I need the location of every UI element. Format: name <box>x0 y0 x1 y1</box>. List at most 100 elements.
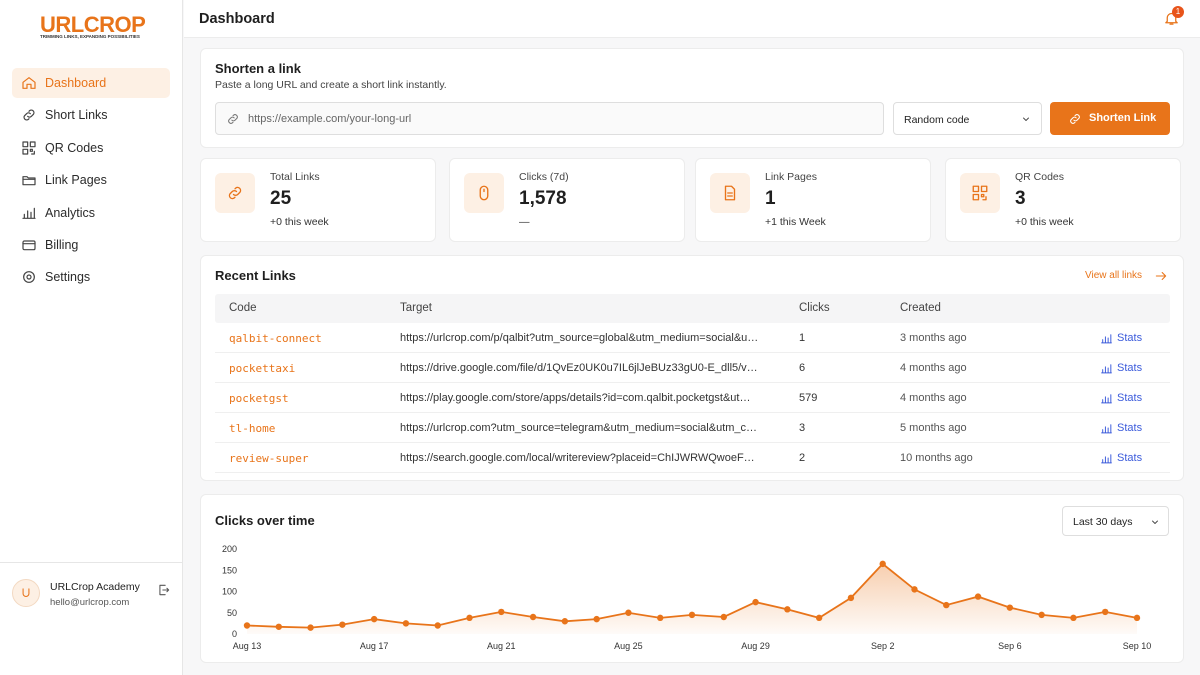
cell: https://drive.google.com/file/d/1QvEz0UK… <box>400 362 758 374</box>
column-header: Code <box>229 302 257 314</box>
cell: 3 <box>799 422 806 434</box>
nav-label: Dashboard <box>45 76 107 90</box>
nav-item[interactable]: Dashboard <box>12 68 170 98</box>
chart-title: Clicks over time <box>215 513 315 528</box>
icon <box>1155 271 1167 281</box>
stat-label: QR Codes <box>1015 171 1065 183</box>
nav-item[interactable]: Billing <box>12 230 170 260</box>
cell: https://search.google.com/local/writerev… <box>400 452 755 464</box>
view-all[interactable]: View all links <box>1085 269 1175 285</box>
icon <box>972 185 988 201</box>
cell: https://play.google.com/store/apps/detai… <box>400 392 751 404</box>
nav-item[interactable]: Analytics <box>12 198 170 228</box>
code-select[interactable]: Random code <box>893 102 1042 135</box>
stats-link[interactable]: Stats <box>1100 331 1150 347</box>
range-select[interactable]: Last 30 days <box>1062 506 1169 536</box>
icon <box>23 109 35 121</box>
icon <box>22 141 36 155</box>
stat-card: Clicks (7d) 1,578 — <box>449 158 685 242</box>
stats-link[interactable]: Stats <box>1100 451 1150 467</box>
cell: 579 <box>799 392 818 404</box>
shorten-button[interactable]: Shorten Link <box>1050 102 1170 135</box>
icon <box>22 240 36 251</box>
url-placeholder: https://example.com/your-long-url <box>248 113 412 125</box>
stat-icon <box>215 173 255 213</box>
icon <box>22 207 36 219</box>
stat-card: QR Codes 3 +0 this week <box>945 158 1181 242</box>
icon <box>724 185 736 201</box>
stat-label: Clicks (7d) <box>519 171 569 183</box>
brand: URLCROP <box>40 12 146 37</box>
cell: 3 months ago <box>900 332 967 344</box>
icon <box>1023 117 1029 121</box>
shorten-subtitle: Paste a long URL and create a short link… <box>215 79 447 91</box>
stat-label: Link Pages <box>765 171 817 183</box>
link-code[interactable]: qalbit-connect <box>229 332 322 345</box>
nav-label: Settings <box>45 270 91 285</box>
stat-value: 3 <box>1015 188 1026 209</box>
nav-item[interactable]: Settings <box>12 262 170 292</box>
cell: https://urlcrop.com?utm_source=telegram&… <box>400 422 758 434</box>
link-code[interactable]: pocketgst <box>229 392 289 405</box>
icon <box>22 77 36 89</box>
nav-item[interactable]: Short Links <box>12 100 170 130</box>
stat-value: 25 <box>270 188 292 209</box>
cell: 4 months ago <box>900 392 967 404</box>
nav-label: Link Pages <box>45 173 107 188</box>
nav-item[interactable]: QR Codes <box>12 133 170 163</box>
icon <box>1101 364 1112 374</box>
icon <box>228 114 238 124</box>
cell: 10 months ago <box>900 452 973 464</box>
tagline: TRIMMING LINKS, EXPANDING POSSIBILITIES <box>40 34 140 39</box>
stat-value: 1 <box>765 188 776 209</box>
recent-title: Recent Links <box>215 268 296 283</box>
row-divider <box>215 382 1170 383</box>
shorten-button-label: Shorten Link <box>1089 112 1157 124</box>
recent-card: Recent Links View all links Code Target Clic… <box>200 255 1184 481</box>
link-code[interactable]: pockettaxi <box>229 362 296 375</box>
row-divider <box>215 442 1170 443</box>
notifications[interactable]: 1 <box>1163 6 1184 30</box>
stats-link[interactable]: Stats <box>1100 421 1150 437</box>
link-code[interactable]: review-super <box>229 452 309 465</box>
nav-label: Short Links <box>45 108 108 123</box>
shorten-card: Shorten a link Paste a long URL and creat… <box>200 48 1184 148</box>
cell: https://urlcrop.com/p/qalbit?utm_source=… <box>400 332 759 344</box>
row-divider <box>215 412 1170 413</box>
page-title: Dashboard <box>199 11 275 27</box>
stat-note: +0 this week <box>270 216 329 228</box>
avatar <box>12 579 40 607</box>
stat-icon <box>960 173 1000 213</box>
nav-label: Billing <box>45 238 79 252</box>
main: Dashboard 1 Shorten a link Paste a long URL… <box>184 0 1200 675</box>
stat-value: 1,578 <box>519 188 567 209</box>
icon <box>1101 424 1112 434</box>
nav-label: Analytics <box>45 205 96 220</box>
link-code[interactable]: tl-home <box>229 422 276 435</box>
code-select-value: Random code <box>904 114 970 126</box>
header-bar <box>184 0 1200 38</box>
notification-count: 1 <box>1172 6 1184 18</box>
stat-card: Link Pages 1 +1 this Week <box>695 158 931 242</box>
cell: 6 <box>799 362 806 374</box>
row-divider <box>215 472 1170 473</box>
stats-label: Stats <box>1117 392 1143 404</box>
stats-label: Stats <box>1117 452 1143 464</box>
row-divider <box>215 352 1170 353</box>
nav-label: QR Codes <box>45 140 104 155</box>
icon <box>22 588 30 597</box>
url-input[interactable]: https://example.com/your-long-url <box>215 102 884 135</box>
stats-link[interactable]: Stats <box>1100 361 1150 377</box>
view-all-label: View all links <box>1085 270 1143 281</box>
stat-icon <box>464 173 504 213</box>
stats-link[interactable]: Stats <box>1100 391 1150 407</box>
stats-label: Stats <box>1117 362 1143 374</box>
shorten-title: Shorten a link <box>215 61 301 76</box>
stat-note: +1 this Week <box>765 216 826 228</box>
icon <box>159 584 170 596</box>
icon <box>228 186 242 200</box>
stat-label: Total Links <box>270 171 320 183</box>
user-name: URLCrop Academy <box>50 581 140 593</box>
logout[interactable] <box>157 583 173 599</box>
nav-item[interactable]: Link Pages <box>12 165 170 195</box>
